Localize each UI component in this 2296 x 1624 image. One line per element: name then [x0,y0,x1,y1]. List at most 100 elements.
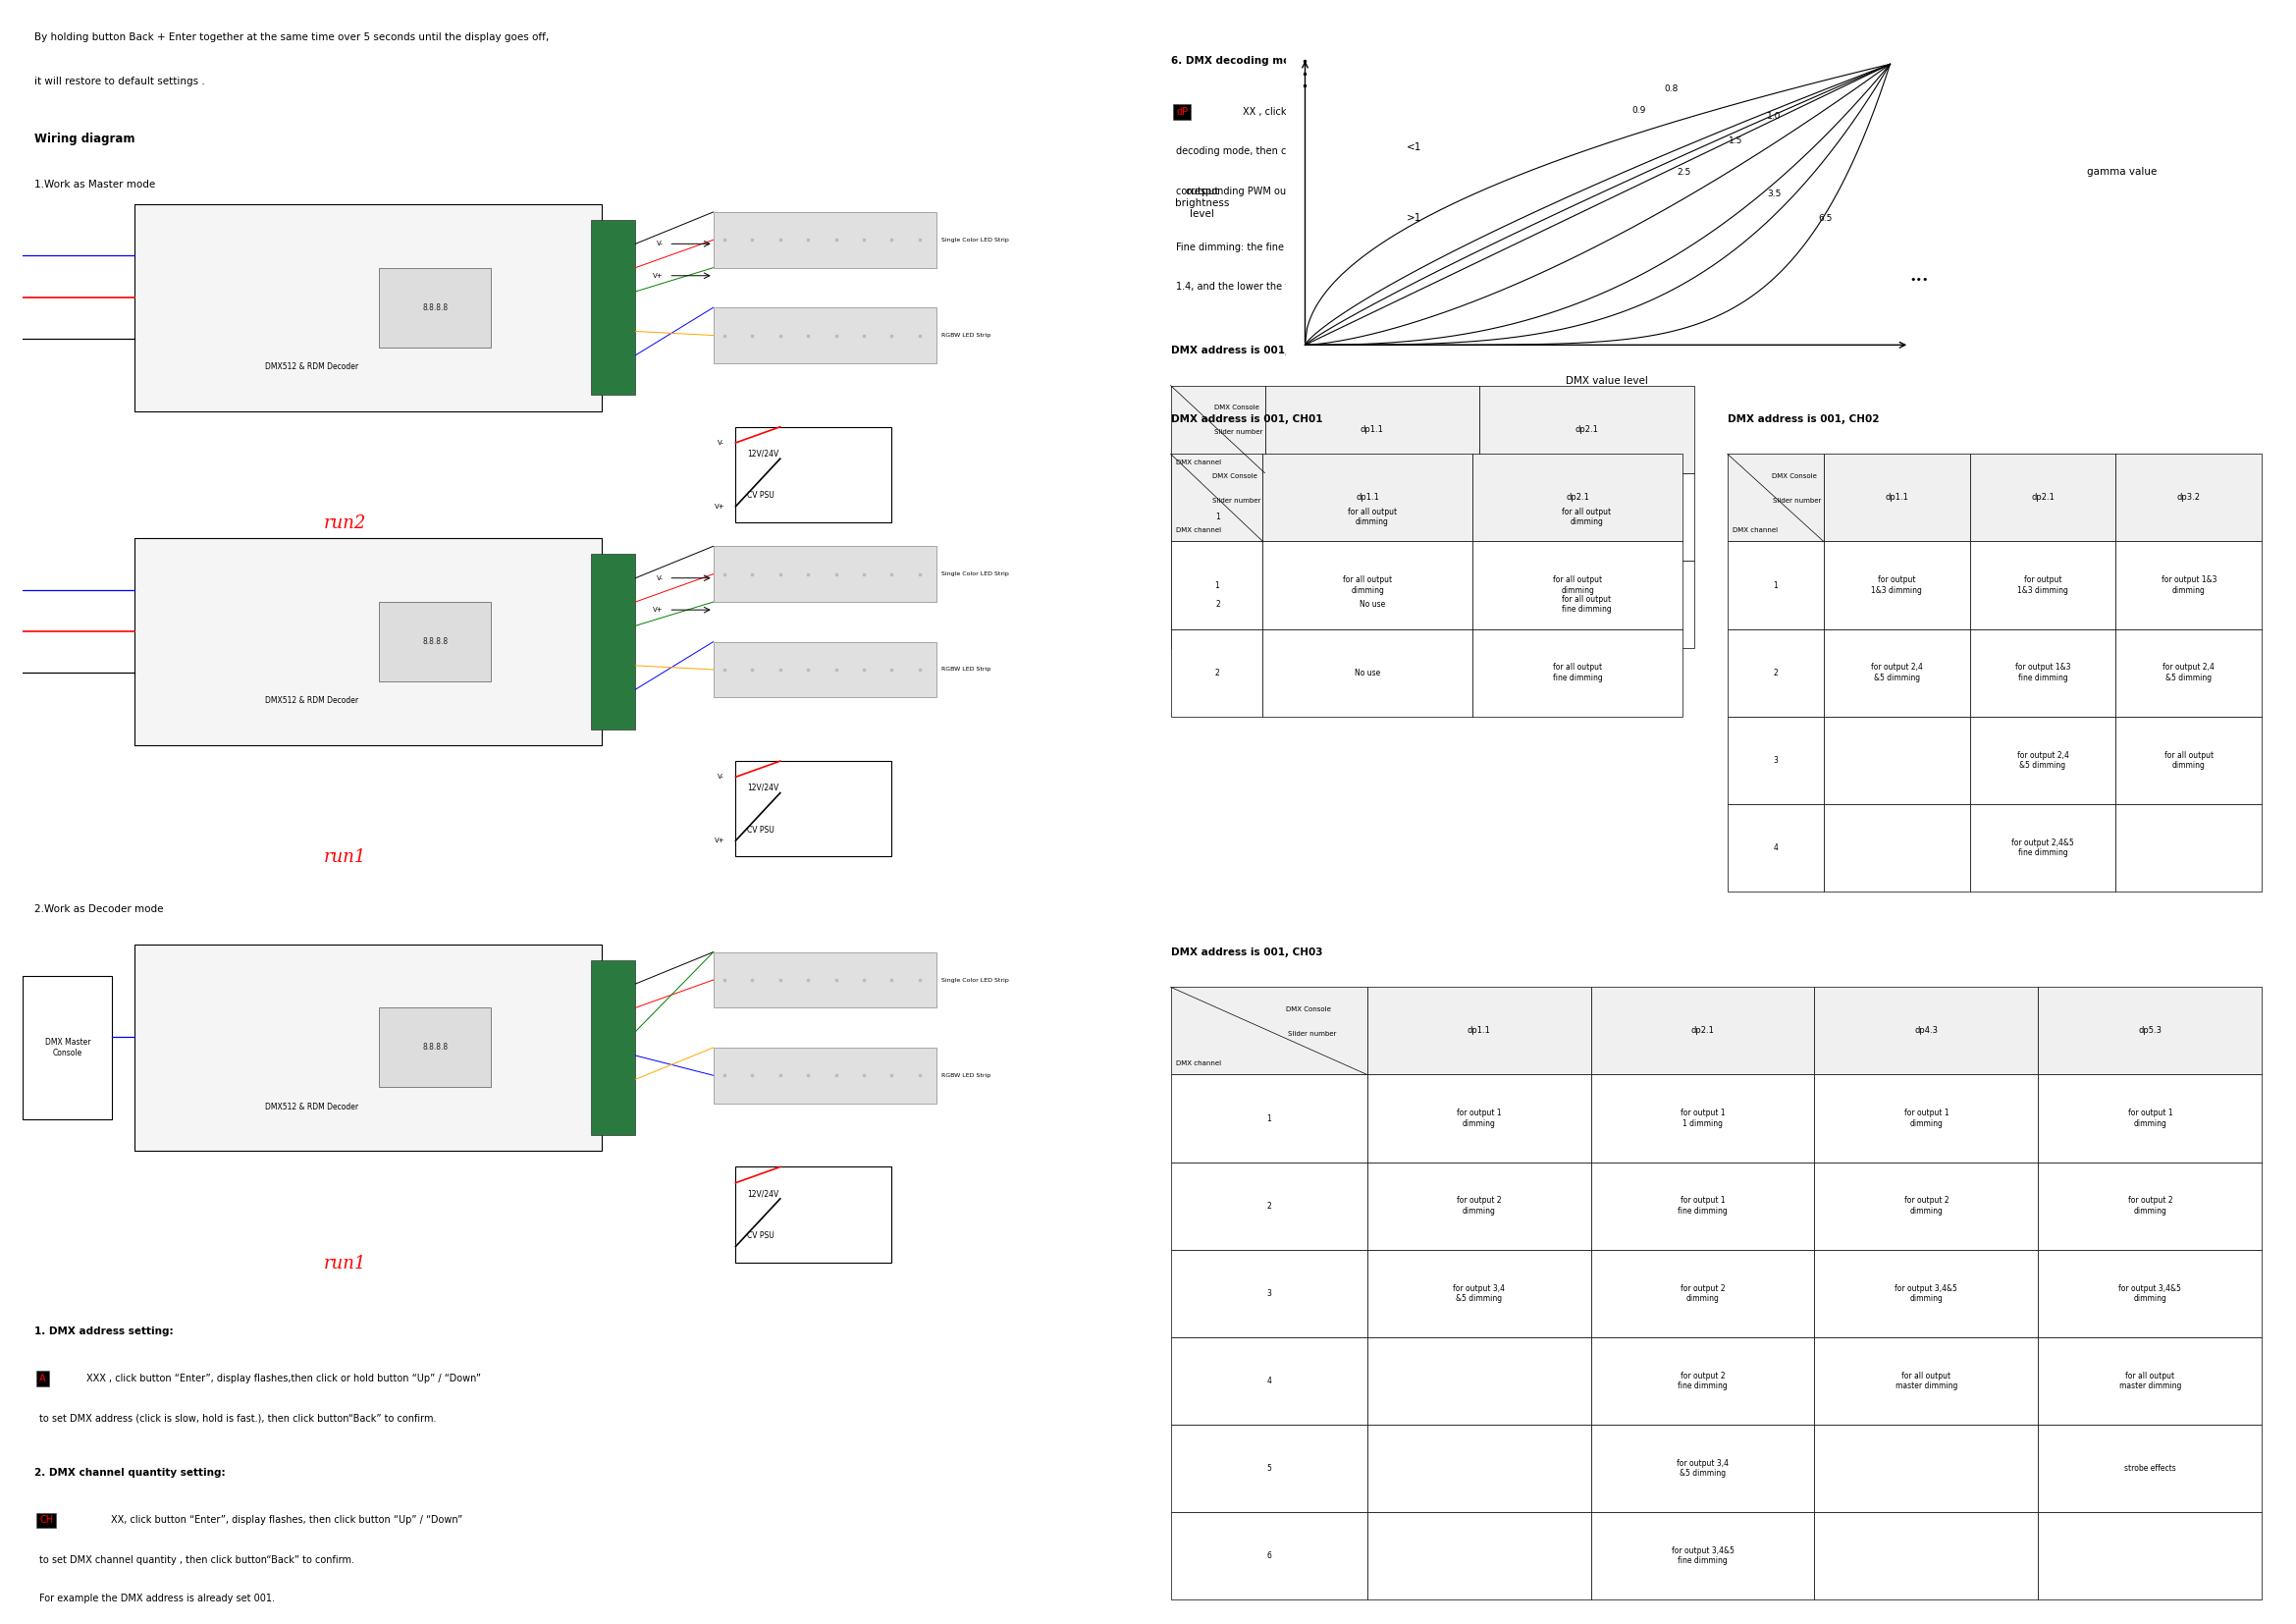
Text: output
brightness
level: output brightness level [1176,187,1228,219]
Bar [1970,716,2117,804]
Bar [1591,1163,1814,1250]
Text: V+: V+ [652,273,664,279]
Bar [1472,453,1683,541]
Bar [714,307,937,364]
Bar [1263,628,1472,716]
Text: XX , click button “Enter”, display flashes, then click or hold button “Up”/ “Dow: XX , click button “Enter”, display flash… [1242,107,1699,117]
Text: dp2.1: dp2.1 [2032,494,2055,502]
Bar [1265,560,1479,648]
Text: for output 3,4&5
dimming: for output 3,4&5 dimming [1894,1285,1958,1302]
Bar [1823,453,1970,541]
Text: for all output
master dimming: for all output master dimming [1894,1371,1958,1390]
Text: Fine dimming: the fine dimming effect can only be visible when the dimming curve: Fine dimming: the fine dimming effect ca… [1176,242,1727,252]
Bar [1366,1163,1591,1250]
Bar [2039,1075,2262,1163]
Text: XX, click button “Enter”, display flashes, then click button “Up” / “Down”: XX, click button “Enter”, display flashe… [110,1515,461,1525]
Text: decoding mode, then click button“Back” to confirm.  “dPxx” means the DMX address: decoding mode, then click button“Back” t… [1176,146,1717,156]
Bar [1814,1512,2039,1600]
Text: For example the DMX address is already set 001.: For example the DMX address is already s… [39,1593,276,1603]
Text: for output 2,4
&5 dimming: for output 2,4 &5 dimming [1871,663,1922,682]
Text: dp5.3: dp5.3 [2138,1026,2163,1034]
Text: Wiring diagram: Wiring diagram [34,133,135,145]
Bar [1727,541,1823,628]
Text: CV PSU: CV PSU [746,1231,774,1239]
Bar [1591,1337,1814,1424]
Text: No use: No use [1359,599,1384,609]
Text: dp2.1: dp2.1 [1566,494,1589,502]
Text: DMX512 & RDM Decoder: DMX512 & RDM Decoder [266,1103,358,1111]
Text: DMX channel: DMX channel [1176,1060,1221,1067]
Text: XXX , click button “Enter”, display flashes,then click or hold button “Up” / “Do: XXX , click button “Enter”, display flas… [87,1374,482,1384]
Text: DMX Console: DMX Console [1212,473,1258,479]
Text: DMX Master
Console: DMX Master Console [44,1038,90,1057]
Bar [735,1168,891,1262]
Bar [133,538,602,745]
Text: >1: >1 [1407,213,1421,224]
Text: Single Color LED Strip: Single Color LED Strip [941,572,1010,577]
Text: RGBW LED Strip: RGBW LED Strip [941,667,992,672]
Text: dp2.1: dp2.1 [1575,425,1598,434]
Text: V-: V- [719,440,726,445]
Text: 0.9: 0.9 [1632,106,1646,115]
Text: 12V/24V: 12V/24V [746,783,778,793]
Text: Slider number: Slider number [1288,1031,1336,1036]
Bar [1823,804,1970,892]
Text: DMX512 & RDM Decoder: DMX512 & RDM Decoder [266,697,358,705]
Bar [1814,1250,2039,1337]
Bar [1591,1250,1814,1337]
Text: 2: 2 [1773,669,1777,677]
Text: 8.8.8.8: 8.8.8.8 [422,304,448,312]
Bar [1171,1250,1366,1337]
Text: dp1.1: dp1.1 [1357,494,1380,502]
Text: for all output
dimming: for all output dimming [2165,750,2213,770]
Text: DMX address is 001, CH03: DMX address is 001, CH03 [1171,947,1322,957]
Text: CV PSU: CV PSU [746,490,774,500]
Text: 8.8.8.8: 8.8.8.8 [422,1043,448,1052]
Bar [714,546,937,603]
Bar [379,1009,491,1088]
Bar [1171,541,1263,628]
Text: to set DMX channel quantity , then click button“Back” to confirm.: to set DMX channel quantity , then click… [39,1556,356,1566]
Bar [1265,473,1479,560]
Text: 12V/24V: 12V/24V [746,1189,778,1199]
Text: dp1.1: dp1.1 [1885,494,1908,502]
Text: for output 2,4&5
fine dimming: for output 2,4&5 fine dimming [2011,838,2073,857]
Text: Slider number: Slider number [1773,497,1821,503]
Bar [2117,628,2262,716]
Text: 1: 1 [1215,512,1219,521]
Text: RGBW LED Strip: RGBW LED Strip [941,1073,992,1078]
Text: for output 3,4&5
fine dimming: for output 3,4&5 fine dimming [1671,1546,1733,1566]
Text: CH: CH [39,1515,53,1525]
Text: 1: 1 [1215,581,1219,590]
Bar [1171,1075,1366,1163]
Bar [1479,385,1694,473]
Text: run1: run1 [324,849,365,866]
Bar [1591,1424,1814,1512]
Bar [1814,1075,2039,1163]
Bar [2039,1512,2262,1600]
Text: for all output
fine dimming: for all output fine dimming [1552,663,1603,682]
Text: for all output
dimming: for all output dimming [1348,507,1396,526]
Bar [2117,804,2262,892]
Bar [1727,453,1823,541]
Bar [1171,987,1366,1075]
Text: V+: V+ [714,838,726,843]
Text: V-: V- [657,575,664,581]
Bar [1472,628,1683,716]
Text: DMX address is 001, CH02: DMX address is 001, CH02 [1727,414,1878,424]
Text: A: A [39,1374,46,1384]
Bar [1171,1163,1366,1250]
Bar [2039,1163,2262,1250]
Text: Slider number: Slider number [1212,497,1261,503]
Text: 1: 1 [1773,581,1777,590]
Text: for output 2
dimming: for output 2 dimming [2128,1197,2172,1215]
Text: strobe effects: strobe effects [2124,1465,2177,1473]
Text: 6.5: 6.5 [1818,214,1832,222]
Text: By holding button Back + Enter together at the same time over 5 seconds until th: By holding button Back + Enter together … [34,32,549,42]
Text: DMX address is 001, CH01: DMX address is 001, CH01 [1171,346,1322,356]
Bar [1823,716,1970,804]
Text: to set DMX address (click is slow, hold is fast.), then click button“Back” to co: to set DMX address (click is slow, hold … [39,1413,436,1423]
Bar [1970,541,2117,628]
Bar [1366,1424,1591,1512]
Text: 8.8.8.8: 8.8.8.8 [422,637,448,646]
